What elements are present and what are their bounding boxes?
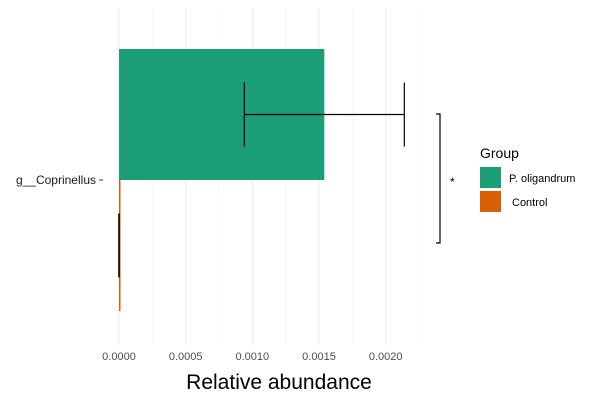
legend-label: Control — [512, 197, 547, 209]
x-tick-label: 0.0005 — [169, 351, 203, 363]
significance-bracket-line — [436, 113, 441, 244]
significance-bracket: * — [436, 113, 455, 244]
x-tick-label: 0.0020 — [369, 351, 403, 363]
x-axis-title: Relative abundance — [186, 371, 372, 394]
error-bars — [118, 82, 405, 278]
legend-swatch — [480, 167, 501, 188]
significance-label: * — [450, 175, 455, 189]
x-tick-label: 0.0000 — [102, 351, 136, 363]
bars — [119, 49, 325, 311]
x-tick-label: 0.0015 — [302, 351, 336, 363]
x-tick-label: 0.0010 — [236, 351, 270, 363]
legend-swatch — [480, 191, 501, 212]
x-axis-ticks: 0.0000 0.0005 0.0010 0.0015 0.0020 — [102, 351, 402, 363]
legend-title: Group — [480, 145, 519, 161]
y-axis: g__Coprinellus — [16, 173, 103, 187]
legend-label: P. oligandrum — [509, 173, 575, 185]
legend: Group P. oligandrum Control — [480, 145, 575, 212]
category-label: g__Coprinellus — [16, 173, 96, 187]
